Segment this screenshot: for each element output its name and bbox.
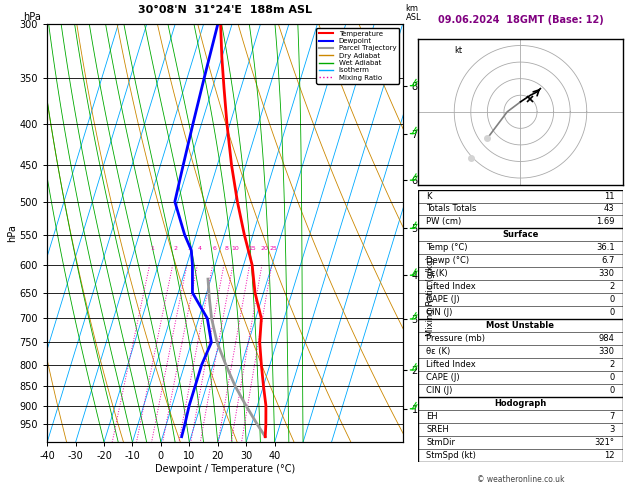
Text: 330: 330 [599, 347, 615, 356]
Text: Hodograph: Hodograph [494, 399, 547, 408]
Text: CAPE (J): CAPE (J) [426, 295, 460, 304]
Text: 2: 2 [173, 246, 177, 251]
Text: 2: 2 [610, 282, 615, 291]
Text: StmSpd (kt): StmSpd (kt) [426, 451, 476, 460]
Text: 09.06.2024  18GMT (Base: 12): 09.06.2024 18GMT (Base: 12) [438, 15, 603, 25]
Text: Lifted Index: Lifted Index [426, 282, 476, 291]
Text: 8: 8 [224, 246, 228, 251]
Text: 2: 2 [610, 360, 615, 369]
Text: 12: 12 [604, 451, 615, 460]
Text: 20: 20 [260, 246, 268, 251]
Text: 36.1: 36.1 [596, 243, 615, 252]
Text: 330: 330 [599, 269, 615, 278]
Text: 7: 7 [609, 412, 615, 421]
Text: PW (cm): PW (cm) [426, 217, 462, 226]
Text: CIN (J): CIN (J) [426, 386, 453, 395]
Y-axis label: hPa: hPa [7, 225, 17, 242]
Text: θε(K): θε(K) [426, 269, 448, 278]
Text: K: K [426, 191, 432, 201]
Text: 11: 11 [604, 191, 615, 201]
Text: 25: 25 [270, 246, 277, 251]
Text: 0: 0 [610, 308, 615, 317]
Text: 0: 0 [610, 295, 615, 304]
Text: Lifted Index: Lifted Index [426, 360, 476, 369]
Text: StmDir: StmDir [426, 438, 455, 447]
Text: 4: 4 [198, 246, 202, 251]
Text: 1.69: 1.69 [596, 217, 615, 226]
Text: SREH: SREH [426, 425, 449, 434]
Text: 984: 984 [599, 334, 615, 343]
Text: 0: 0 [610, 386, 615, 395]
Text: EH: EH [426, 412, 438, 421]
Text: 321°: 321° [594, 438, 615, 447]
X-axis label: Dewpoint / Temperature (°C): Dewpoint / Temperature (°C) [155, 464, 295, 474]
Text: Dewp (°C): Dewp (°C) [426, 256, 470, 265]
Text: 10: 10 [231, 246, 239, 251]
Text: 3: 3 [609, 425, 615, 434]
Text: 30°08'N  31°24'E  188m ASL: 30°08'N 31°24'E 188m ASL [138, 4, 312, 15]
Text: 6.7: 6.7 [601, 256, 615, 265]
Text: kt: kt [454, 46, 462, 54]
Text: Temp (°C): Temp (°C) [426, 243, 468, 252]
Legend: Temperature, Dewpoint, Parcel Trajectory, Dry Adiabat, Wet Adiabat, Isotherm, Mi: Temperature, Dewpoint, Parcel Trajectory… [316, 28, 399, 84]
Text: 0: 0 [610, 373, 615, 382]
Text: 43: 43 [604, 205, 615, 213]
Text: CAPE (J): CAPE (J) [426, 373, 460, 382]
Text: 3: 3 [187, 246, 191, 251]
Text: 1: 1 [150, 246, 154, 251]
Text: Pressure (mb): Pressure (mb) [426, 334, 486, 343]
Text: km
ASL: km ASL [406, 4, 421, 22]
Text: CIN (J): CIN (J) [426, 308, 453, 317]
Text: Surface: Surface [503, 230, 538, 240]
Text: hPa: hPa [23, 12, 41, 22]
Text: 15: 15 [248, 246, 255, 251]
Text: Most Unstable: Most Unstable [486, 321, 555, 330]
Text: 6: 6 [213, 246, 217, 251]
Text: Mixing Ratio (g/kg): Mixing Ratio (g/kg) [426, 256, 435, 336]
Text: Totals Totals: Totals Totals [426, 205, 477, 213]
Text: © weatheronline.co.uk: © weatheronline.co.uk [477, 474, 564, 484]
Text: θε (K): θε (K) [426, 347, 451, 356]
